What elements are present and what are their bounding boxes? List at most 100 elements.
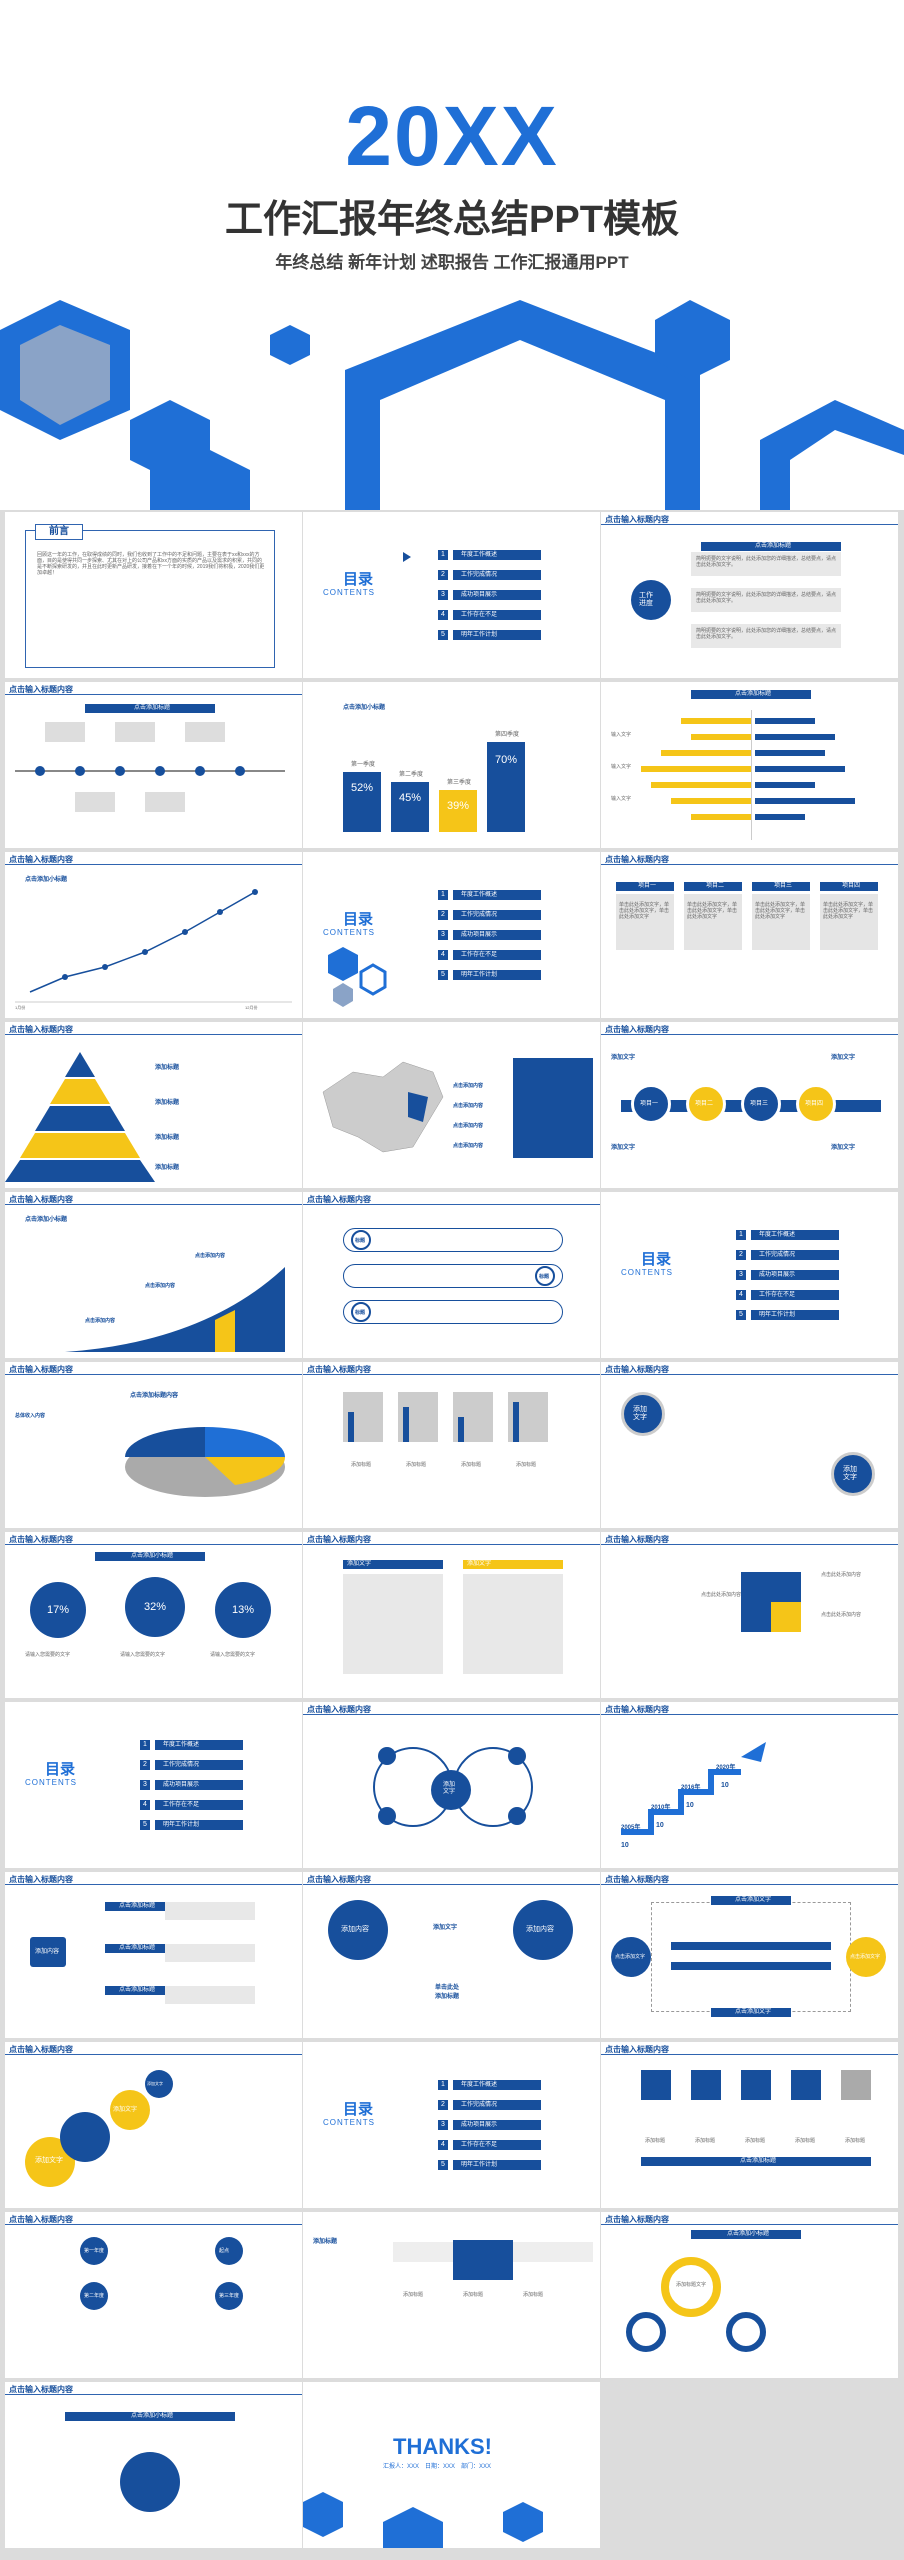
slide-preface: 前言 回顾这一年的工作，在取得成绩的同时，我们也收到了工作中的不足和问题，主要在… [5,512,302,678]
slide-circles: 点击输入标题内容 添加 文字 [303,1702,600,1868]
quarter-label: 第二季度 [399,772,424,778]
slide-icons4: 点击输入标题内容 添加标题 添加标题 添加标题 添加标题 [303,1362,600,1528]
line-chart [15,889,292,1003]
slide-header: 点击输入标题内容 [605,2045,669,2054]
slide-toc-2: 目录 CONTENTS 1 年度工作概述 2 工作完成情况 3 成功项目展示 4… [303,852,600,1018]
toc-item[interactable]: 成功项目展示 [453,590,541,600]
progress-badge [631,580,671,620]
china-map [322,1061,444,1153]
toc-number: 2 [438,570,448,580]
toc-title: 目录 [343,571,374,588]
slide-line: 点击输入标题内容 点击添加小标题 1月份 12月份 [5,852,302,1018]
slide-iconrow: 点击输入标题内容 添加标题 添加标题 添加标题 添加标题 添加标题 点击添加标题 [601,2042,898,2208]
toc-number: 3 [438,590,448,600]
toc-subtitle: CONTENTS [323,588,375,597]
slide-header: 点击输入标题内容 [9,1535,73,1544]
slide-steps: 点击输入标题内容 第一年度 第二年度 第三年度 起点 [5,2212,302,2378]
arrow-icon [403,552,411,562]
slide-hbar: 点击添加标题 输入文字 输入文字 输入文字 [601,682,898,848]
slide-header: 点击输入标题内容 [9,2045,73,2054]
slide-header: 点击输入标题内容 [9,855,73,864]
toc-number: 5 [438,630,448,640]
globe-icon [120,2452,180,2512]
slide-gears: 点击输入标题内容 点击添加小标题 添加标题文字 [601,2212,898,2378]
slide-header: 点击输入标题内容 [605,1365,669,1374]
hexagon-decoration [0,300,904,510]
slide-chain: 点击输入标题内容 项目一 项目二 项目三 项目四 添加文字 添加文字 添加文字 … [601,1022,898,1188]
slide-header: 点击输入标题内容 [307,1535,371,1544]
quarter-label: 第三季度 [447,780,472,786]
toc-item[interactable]: 明年工作计划 [453,630,541,640]
bar-label: 输入文字 [611,732,632,738]
slide-big-circles: 点击输入标题内容 添加内容 添加内容 添加文字 单击此处 添加标题 [303,1872,600,2038]
slide-timeline: 点击输入标题内容 点击添加标题 [5,682,302,848]
section-title: 点击添加标题 [691,690,811,699]
slide-bubbles: 点击输入标题内容 添加文字 添加文字 添加文字 [5,2042,302,2208]
slide-header: 点击输入标题内容 [307,1195,371,1204]
slide-puzzle: 点击输入标题内容 点击此处添加内容 点击此处添加内容 点击此处添加内容 [601,1532,898,1698]
slide-pyramid: 点击输入标题内容 添加标题 添加标题 添加标题 添加标题 [5,1022,302,1188]
slide-header: 点击输入标题内容 [605,1875,669,1884]
pie-3d-chart [125,1427,286,1497]
slide-header: 点击输入标题内容 [605,1535,669,1544]
quarter-value: 39% [446,800,470,812]
cover-title: 工作汇报年终总结PPT模板 [225,199,679,241]
slide-toc-5: 目录 CONTENTS 1 年度工作概述 2 工作完成情况 3 成功项目展示 4… [303,2042,600,2208]
slide-columns: 点击输入标题内容 项目一 项目二 项目三 项目四 单击此处添加文字，单击此处添加… [601,852,898,1018]
preface-body: 回顾这一年的工作，在取得成绩的同时，我们也收到了工作中的不足和问题，主要在表于x… [37,552,265,576]
progress-label: 工作 进度 [639,592,653,607]
slide-pie3d: 点击输入标题内容 点击添加标题内容 总体收入内容 [5,1362,302,1528]
quarter-value: 70% [494,754,518,766]
pyramid-chart [5,1052,155,1182]
description: 简明扼要的文字说明，此处添加您的详细描述，总结要点，请点击此处添加文字。 [696,628,837,640]
slide-map: 点击添加内容 点击添加内容 点击添加内容 点击添加内容 [303,1022,600,1188]
toc-number: 4 [438,610,448,620]
toc-item[interactable]: 工作存在不足 [453,610,541,620]
slide-header: 点击输入标题内容 [605,515,669,524]
toc-item[interactable]: 工作完成情况 [453,570,541,580]
slide-header: 点击输入标题内容 [9,1025,73,1034]
slide-toc-3: 目录 CONTENTS 1 年度工作概述 2 工作完成情况 3 成功项目展示 4… [601,1192,898,1358]
slide-header: 点击输入标题内容 [9,2215,73,2224]
quarter-value: 45% [398,792,422,804]
slide-header: 点击输入标题内容 [605,855,669,864]
slide-header: 点击输入标题内容 [605,1025,669,1034]
cover-slide: 20XX 工作汇报年终总结PPT模板 年终总结 新年计划 述职报告 工作汇报通用… [0,0,904,510]
description: 简明扼要的文字说明，此处添加您的详细描述，总结要点，请点击此处添加文字。 [696,592,837,604]
slide-tree: 点击输入标题内容 添加内容 点击添加标题 点击添加标题 点击添加标题 [5,1872,302,2038]
thanks-title: THANKS! [393,2434,492,2459]
section-title: 点击添加小标题 [25,877,68,883]
toc-item[interactable]: 年度工作概述 [453,550,541,560]
slide-iconbox: 添加标题 添加标题 添加标题 添加标题 [303,2212,600,2378]
stairs-chart [621,1742,766,1835]
preface-title: 前言 [35,524,83,540]
section-title: 点击添加标题 [701,542,841,551]
slide-header: 点击输入标题内容 [9,1875,73,1884]
puzzle-icon [741,1572,801,1632]
slide-toc-4: 目录 CONTENTS 1 年度工作概述 2 工作完成情况 3 成功项目展示 4… [5,1702,302,1868]
growth-chart [65,1267,285,1352]
slide-arrows: 点击输入标题内容 点击添加文字 点击添加文字 点击添加文字 点击添加文字 [601,1872,898,2038]
cover-subtitle: 年终总结 新年计划 述职报告 工作汇报通用PPT [275,253,629,272]
bar-label: 输入文字 [611,764,632,770]
quarter-label: 第四季度 [495,732,520,738]
hexagon-decoration [303,2492,543,2548]
description: 简明扼要的文字说明，此处添加您的详细描述，总结要点，请点击此处添加文字。 [696,556,837,568]
section-title: 点击添加标题 [85,704,215,713]
slide-tags: 点击输入标题内容 标题 标题 标题 [303,1192,600,1358]
slide-header: 点击输入标题内容 [605,1705,669,1714]
slide-globe: 点击输入标题内容 点击添加小标题 [5,2382,302,2548]
slide-thanks: THANKS! 汇报人：XXX 日期：XXX 部门：XXX [303,2382,600,2548]
cover-year: 20XX [345,89,559,183]
slide-header: 点击输入标题内容 [9,1365,73,1374]
slide-header: 点击输入标题内容 [307,1875,371,1884]
slide-pies: 点击输入标题内容 点击添加小标题 17% 32% 13% 请输入您需要的文字 请… [5,1532,302,1698]
slide-toc-1: 目录 CONTENTS 1 年度工作概述 2 工作完成情况 3 成功项目展示 4… [303,512,600,678]
slide-add-text: 点击输入标题内容 添加 文字 添加 文字 [601,1362,898,1528]
slide-header: 点击输入标题内容 [9,685,73,694]
quarter-value: 52% [350,782,374,794]
slide-two-col: 点击输入标题内容 添加文字 添加文字 [303,1532,600,1698]
toc-number: 1 [438,550,448,560]
slide-header: 点击输入标题内容 [9,1195,73,1204]
section-title: 点击添加小标题 [343,705,386,711]
